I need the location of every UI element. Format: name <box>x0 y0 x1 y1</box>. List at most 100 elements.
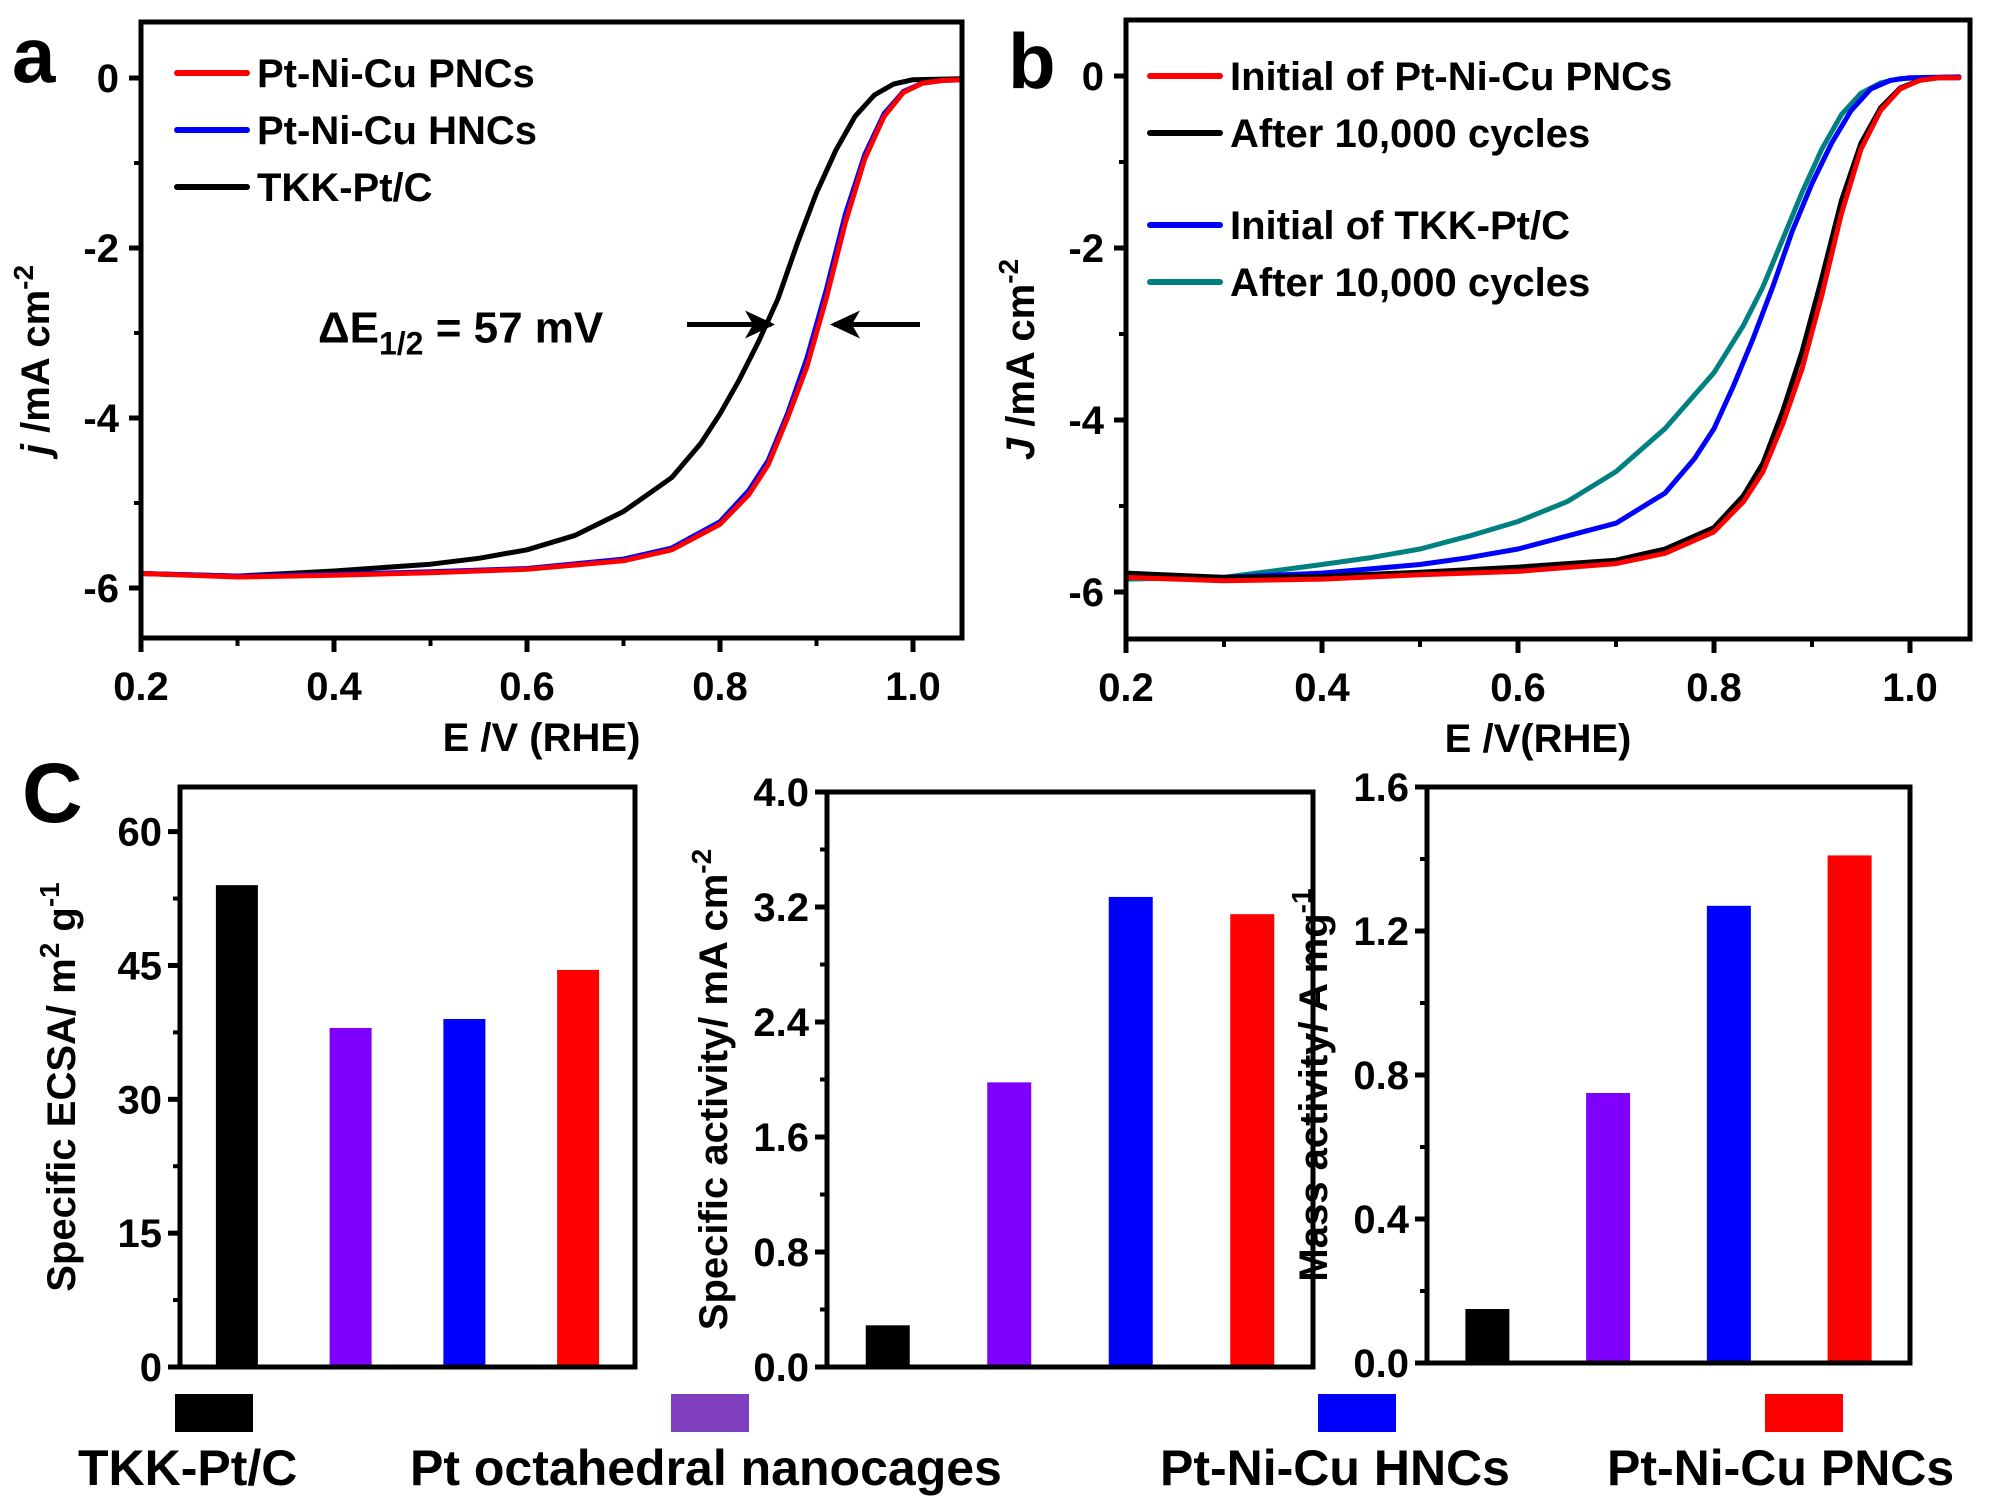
y-axis-title-superscript: -2 <box>993 259 1024 284</box>
y-tick-label: 0 <box>140 1346 162 1390</box>
y-axis-title-superscript: 2 <box>34 943 65 959</box>
series-line-1 <box>141 77 962 580</box>
x-tick-label: 1.0 <box>1882 666 1938 710</box>
bar-1 <box>1465 1309 1510 1363</box>
x-tick-label: 0.6 <box>499 665 555 709</box>
bottom-legend-item: Pt-Ni-Cu PNCs <box>1607 1394 1954 1496</box>
bar-1 <box>215 885 258 1367</box>
legend-item: Initial of TKK-Pt/C <box>1147 204 1570 248</box>
left-arrow-head-icon <box>745 310 776 339</box>
legend-item: After 10,000 cycles <box>1147 261 1590 305</box>
bar-1 <box>865 1325 910 1367</box>
bottom-legend: TKK-Pt/C Pt octahedral nanocages Pt-Ni-Cu … <box>78 1394 1954 1496</box>
y-tick-label: 1.6 <box>753 1116 809 1160</box>
bar-3 <box>443 1019 486 1367</box>
series-line-3 <box>1126 74 1962 580</box>
y-axis-title: J /mA cm-2 <box>993 259 1043 460</box>
y-tick-label: 0.8 <box>753 1231 809 1275</box>
y-axis-title-symbol: J <box>999 437 1043 460</box>
y-tick-label: 1.2 <box>1353 910 1409 954</box>
plot-frame <box>138 19 965 641</box>
y-tick-label: 0.0 <box>753 1346 809 1390</box>
plot-frame <box>177 784 638 1370</box>
y-axis-title-superscript: -2 <box>686 849 717 874</box>
annotation-prefix: ΔE <box>318 304 379 353</box>
bottom-legend-swatch <box>671 1394 749 1432</box>
y-tick-label: 0.0 <box>1353 1342 1409 1386</box>
annotation-subscript: 1/2 <box>379 326 423 362</box>
x-tick-label: 0.6 <box>1490 666 1546 710</box>
series-group <box>141 76 962 580</box>
bar-4 <box>1230 914 1275 1367</box>
delta-e-annotation: ΔE1/2 = 57 mV <box>318 304 604 362</box>
x-axis-title: E /V(RHE) <box>1445 717 1632 761</box>
y-axis-title-unit: g <box>40 907 84 943</box>
y-tick-label: -4 <box>1068 399 1104 443</box>
series-line-3 <box>141 76 962 579</box>
y-tick-label: 3.2 <box>753 886 809 930</box>
series-line-1 <box>1126 75 1962 584</box>
y-axis-title: Specific ECSA/ m2 g-1 <box>34 882 84 1291</box>
y-tick-label: 2.4 <box>753 1001 809 1045</box>
panel-letter-b: b <box>1008 17 1056 105</box>
annotation-suffix: = 57 mV <box>423 304 603 353</box>
right-arrow-head-icon <box>830 310 861 339</box>
y-tick-label: -2 <box>1068 227 1104 271</box>
y-tick-label: 0.4 <box>1353 1198 1409 1242</box>
y-tick-label: -6 <box>83 567 119 611</box>
panel-c-mass-activity-bar-chart: 0.0 0.4 0.8 1.2 1.6 Mass activity/ A mg-1 <box>1286 766 1913 1386</box>
legend-label: TKK-Pt/C <box>257 166 433 210</box>
bar-3 <box>1706 905 1751 1363</box>
y-tick-label: 15 <box>118 1212 163 1256</box>
x-tick-label: 0.8 <box>692 665 748 709</box>
legend-item: Initial of Pt-Ni-Cu PNCs <box>1147 55 1672 99</box>
y-axis-title-superscript: -1 <box>1286 888 1317 913</box>
y-axis-title: Specific activity/ mA cm-2 <box>686 849 736 1330</box>
bottom-legend-swatch <box>1318 1394 1396 1432</box>
bar-3 <box>1108 896 1153 1367</box>
series-group <box>1126 74 1962 584</box>
x-tick-label: 0.2 <box>113 665 169 709</box>
bottom-legend-label: Pt octahedral nanocages <box>410 1440 1002 1496</box>
panel-letter-a: a <box>12 11 56 99</box>
y-axis-title: j /mA cm-2 <box>8 265 58 460</box>
legend-label: Initial of TKK-Pt/C <box>1230 204 1570 248</box>
bottom-legend-item: Pt octahedral nanocages <box>410 1394 1002 1496</box>
legend-item: TKK-Pt/C <box>174 166 433 210</box>
y-tick-label: 0 <box>97 57 119 101</box>
y-axis-title: Mass activity/ A mg-1 <box>1286 888 1336 1281</box>
legend-item: After 10,000 cycles <box>1147 112 1590 156</box>
y-axis-title-main: Specific ECSA/ m <box>40 958 84 1291</box>
x-tick-label: 0.8 <box>1686 666 1742 710</box>
y-axis-title-symbol: j <box>14 443 58 460</box>
bar-2 <box>987 1082 1032 1367</box>
bottom-legend-label: Pt-Ni-Cu HNCs <box>1160 1440 1510 1496</box>
bar-4 <box>1827 855 1872 1363</box>
plot-frame <box>1123 17 1973 642</box>
bottom-legend-label: Pt-Ni-Cu PNCs <box>1607 1440 1954 1496</box>
x-tick-label: 1.0 <box>885 665 941 709</box>
y-tick-label: 4.0 <box>753 771 809 815</box>
bottom-legend-label: TKK-Pt/C <box>78 1440 297 1496</box>
x-tick-label: 0.4 <box>306 665 362 709</box>
panel-letter-c: C <box>22 746 83 840</box>
panel-c-specific-activity-bar-chart: 0.0 0.8 1.6 2.4 3.2 4.0 Specific activity/ mA … <box>686 771 1316 1390</box>
y-tick-label: 60 <box>118 811 163 855</box>
bottom-legend-item: Pt-Ni-Cu HNCs <box>1160 1394 1510 1496</box>
y-tick-label: 1.6 <box>1353 766 1409 810</box>
legend-label: After 10,000 cycles <box>1230 112 1590 156</box>
y-tick-label: 0 <box>1082 55 1104 99</box>
bar-2 <box>1586 1093 1631 1363</box>
panel-b-stability-chart: 0.2 0.4 0.6 0.8 1.0 0 -2 -4 -6 E /V(RHE) J /mA cm-… <box>993 17 1973 761</box>
legend-label: Pt-Ni-Cu PNCs <box>257 52 535 96</box>
x-axis-title: E /V (RHE) <box>443 716 641 760</box>
y-tick-label: -2 <box>83 227 119 271</box>
y-axis-title-unit: /mA cm <box>14 290 58 444</box>
bottom-legend-swatch <box>175 1394 253 1432</box>
y-tick-label: 30 <box>118 1078 163 1122</box>
panel-a-lsv-chart: 0.2 0.4 0.6 0.8 1.0 0 -2 -4 -6 E /V (RHE) j /mA cm… <box>8 19 965 760</box>
panel-c-ecsa-bar-chart: 0 15 30 45 60 Specific ECSA/ m2 g-1 <box>34 784 638 1390</box>
y-axis-title-superscript: -2 <box>8 265 39 290</box>
y-tick-label: 45 <box>118 944 163 988</box>
